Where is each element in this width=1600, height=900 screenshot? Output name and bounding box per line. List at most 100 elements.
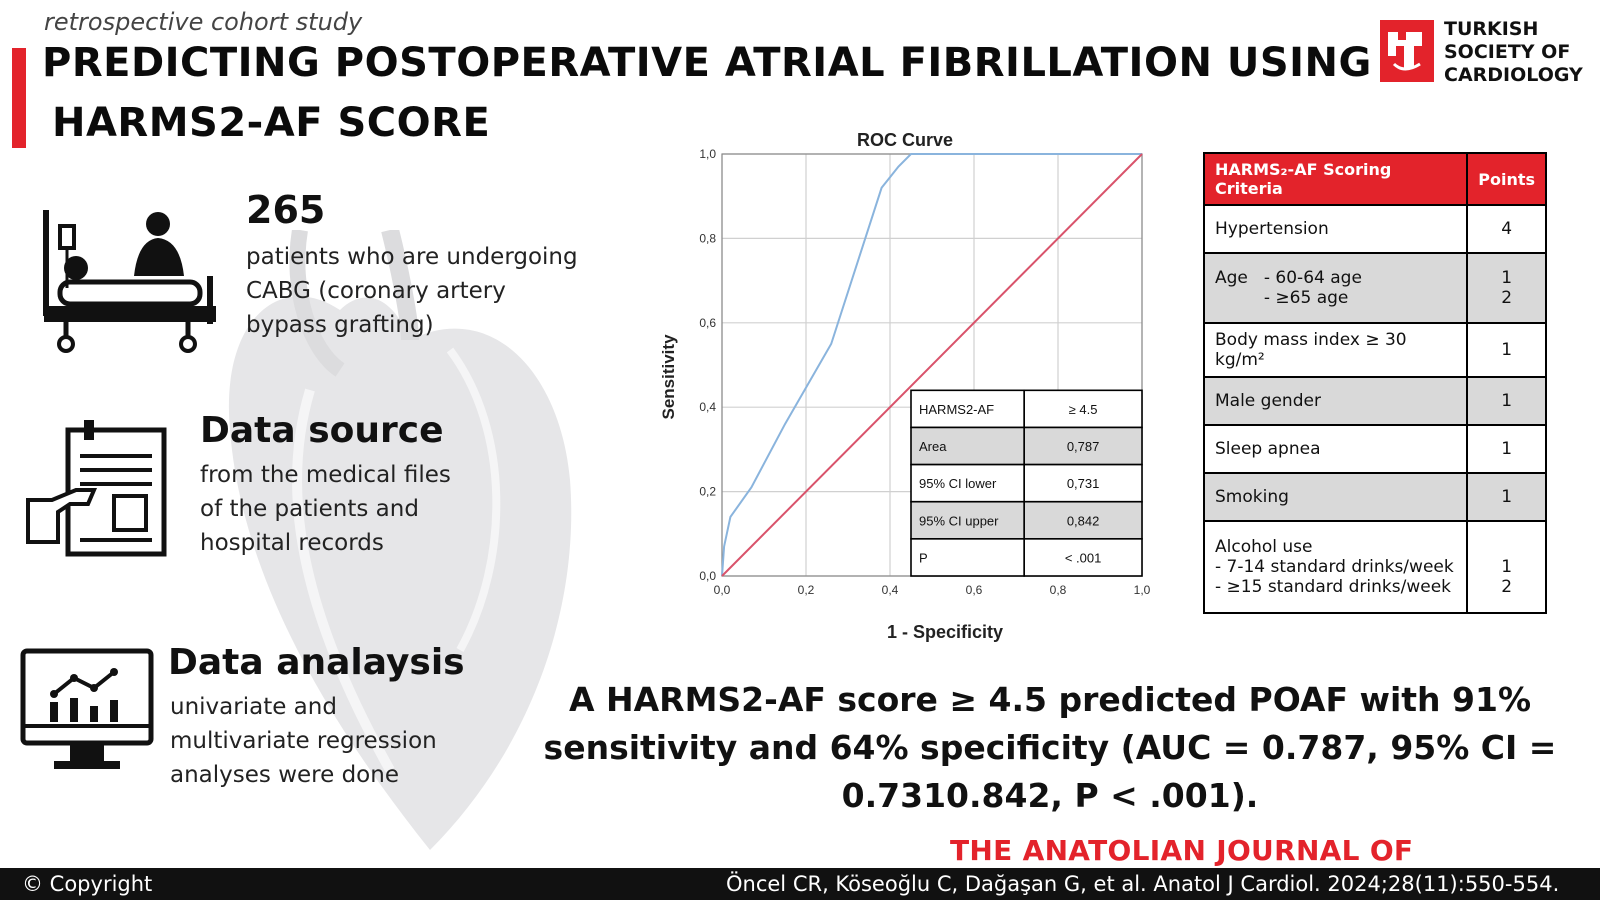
stats-table-value: 0,787 [1067,439,1100,454]
criterion-age-cell: Age - 60-64 age - ≥65 age [1202,252,1469,324]
summary-line-1: A HARMS2-AF score ≥ 4.5 predicted POAF w… [568,680,1532,719]
x-tick-label: 0,8 [1050,583,1067,597]
stats-table-cell [1023,500,1143,540]
data-analysis-text-line-2: multivariate regression [170,728,437,754]
criterion-sub-1: - 7-14 standard drinks/week [1215,557,1454,577]
criterion-points: 1 [1466,424,1547,474]
table-row: Male gender 1 [1202,376,1547,426]
chart-title: ROC Curve [857,130,953,150]
stats-table-cell [1023,389,1143,429]
x-tick-label: 0,4 [882,583,899,597]
criterion-sub-2: - ≥65 age [1263,288,1349,308]
heart-logo-icon [1380,20,1434,82]
data-analysis-text-line-3: analyses were done [170,762,399,788]
criterion-points-1: 1 [1501,557,1513,577]
patients-text-line-3: bypass grafting) [246,312,434,338]
stats-table-cell [910,389,1025,429]
stats-table-label: 95% CI lower [919,476,997,491]
roc-chart: ROC Curve 0,00,0 0,2 0,2 0,4 0,4 0,6 0,6 0,8 0,8… [660,122,1170,642]
criterion-points-2: 2 [1501,288,1513,308]
data-analysis-description: univariate and multivariate regression a… [170,690,437,792]
criteria-header: HARMS₂-AF Scoring Criteria [1202,152,1469,206]
summary-statement: A HARMS2-AF score ≥ 4.5 predicted POAF w… [540,676,1560,820]
data-analysis-text-line-1: univariate and [170,694,337,720]
patient-count: 265 [246,188,326,232]
criterion-label: Body mass index ≥ 30 kg/m² [1202,322,1469,378]
criterion-points: 1 2 [1466,520,1547,614]
stats-table-cell [1023,426,1143,466]
logo-text-line-1: TURKISH [1444,18,1539,40]
x-tick-label: 1,0 [1134,583,1151,597]
stats-table-cell [910,538,1025,577]
table-row: Sleep apnea 1 [1202,424,1547,474]
stats-table-label: Area [919,439,947,454]
criterion-label: Alcohol use [1215,537,1313,557]
x-tick-label: 0,2 [798,583,815,597]
criterion-points: 1 [1466,322,1547,378]
stats-table-cell [1023,463,1143,503]
y-tick-label: 1,0 [699,147,716,161]
criterion-sub-2: - ≥15 standard drinks/week [1215,577,1451,597]
stats-table-label: HARMS2-AF [919,402,994,417]
patients-text-line-2: CABG (coronary artery [246,278,506,304]
criterion-points: 1 [1466,472,1547,522]
data-source-text-line-3: hospital records [200,530,384,556]
stats-table-cell [910,463,1025,503]
criterion-points-1: 1 [1501,268,1513,288]
stats-table-label: 95% CI upper [919,513,999,528]
table-row: Body mass index ≥ 30 kg/m² 1 [1202,322,1547,378]
table-row: Hypertension 4 [1202,204,1547,254]
roc-statistics-table: HARMS2-AF ≥ 4.5 Area 0,787 95% CI lower 0,731… [910,389,1143,577]
points-header: Points [1466,152,1547,206]
patients-description: patients who are undergoing CABG (corona… [246,240,578,342]
y-tick-label: 0,8 [699,231,716,245]
data-source-text-line-1: from the medical files [200,462,451,488]
heart-illustration [228,230,572,850]
stats-table-value: < .001 [1065,550,1102,565]
logo-text-line-2: SOCIETY OF [1444,41,1571,63]
roc-curve-line [721,153,1142,577]
hospital-bed-icon [43,210,216,353]
copyright-notice: © Copyright [22,872,153,896]
x-axis-label: 1 - Specificity [887,622,1003,642]
y-tick-label: 0,4 [699,400,716,414]
patients-text-line-1: patients who are undergoing [246,244,578,270]
y-tick-label: 0,2 [699,485,716,499]
criterion-label: Sleep apnea [1202,424,1469,474]
criterion-points: 4 [1466,204,1547,254]
stats-table-cell [1023,538,1143,577]
citation: Öncel CR, Köseoğlu C, Dağaşan G, et al. … [726,872,1560,896]
accent-bar [12,48,26,148]
criteria-header-row: HARMS₂-AF Scoring Criteria Points [1202,152,1547,206]
criterion-points: 1 [1466,376,1547,426]
reference-diagonal-line [721,153,1143,577]
criterion-label: Smoking [1202,472,1469,522]
data-source-description: from the medical files of the patients a… [200,458,451,560]
data-source-text-line-2: of the patients and [200,496,419,522]
criterion-label: Hypertension [1202,204,1469,254]
tsc-logo: TURKISH SOCIETY OF CARDIOLOGY [1380,18,1590,88]
stats-table-cell [910,500,1025,540]
y-tick-label: 0,6 [699,316,716,330]
x-tick-label: 0,6 [966,583,983,597]
logo-text-line-3: CARDIOLOGY [1444,64,1583,86]
summary-line-3: 0.7310.842, P < .001). [841,776,1259,815]
criterion-points: 1 2 [1466,252,1547,324]
stats-table-label: P [919,550,928,565]
stats-table-value: 0,842 [1067,513,1100,528]
page-title-line-1: PREDICTING POSTOPERATIVE ATRIAL FIBRILLA… [42,40,1372,86]
criterion-alcohol-cell: Alcohol use - 7-14 standard drinks/week … [1202,520,1469,614]
criterion-label: Age [1215,268,1248,288]
medical-records-icon [26,420,167,557]
y-tick-label: 0,0 [699,569,716,583]
summary-line-2: sensitivity and 64% specificity (AUC = 0… [543,728,1557,767]
scoring-criteria-table: HARMS₂-AF Scoring Criteria Points Hypert… [1202,152,1547,614]
table-row: Age - 60-64 age - ≥65 age 1 2 [1202,252,1547,324]
table-row: Alcohol use - 7-14 standard drinks/week … [1202,520,1547,614]
stats-table-value: ≥ 4.5 [1069,402,1098,417]
x-tick-label: 0,0 [714,583,731,597]
y-axis-label: Sensitivity [660,334,678,420]
footer-bar [0,868,1600,900]
monitor-chart-icon [20,648,154,769]
criterion-points-2: 2 [1501,577,1513,597]
